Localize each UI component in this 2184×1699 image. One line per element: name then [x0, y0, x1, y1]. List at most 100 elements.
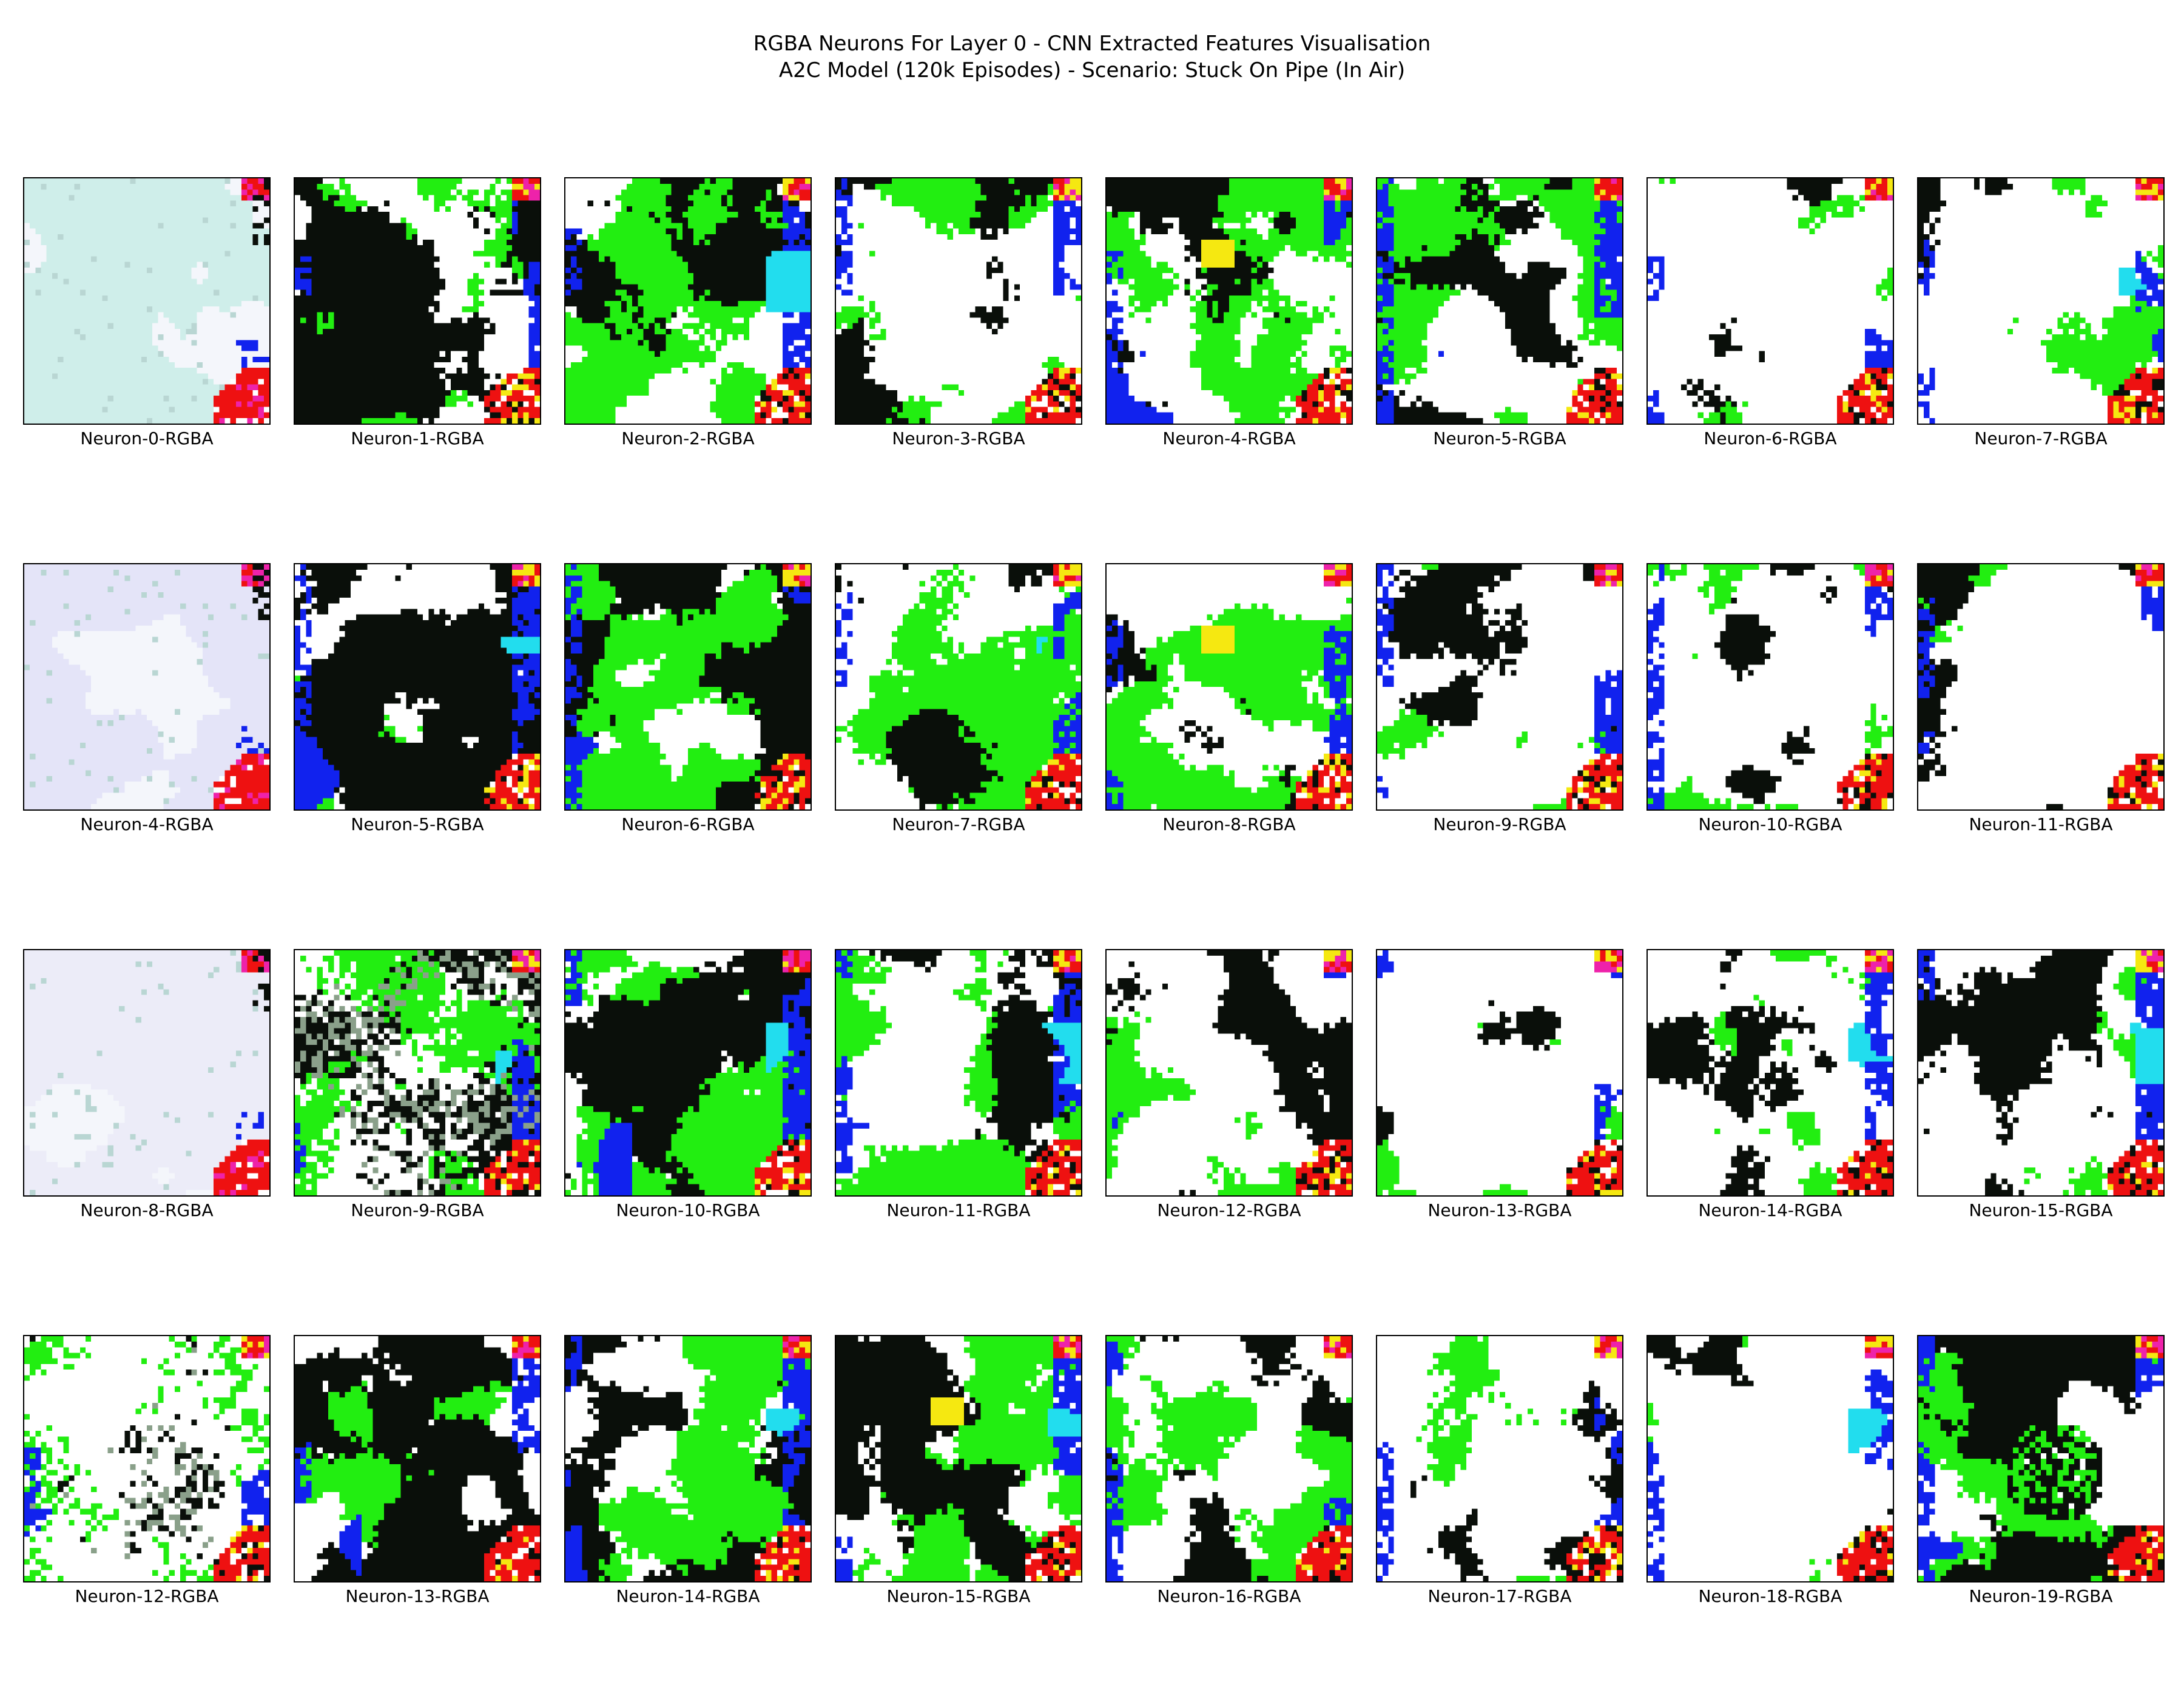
neuron-panel: Neuron-19-RGBA [1917, 1335, 2165, 1606]
neuron-panel: Neuron-17-RGBA [1376, 1335, 1623, 1606]
neuron-label: Neuron-19-RGBA [1969, 1586, 2113, 1606]
neuron-grid: Neuron-0-RGBA Neuron-1-RGBA Neuron-2-RGBA N… [23, 177, 2171, 1606]
neuron-feature-map [1105, 563, 1353, 811]
neuron-label: Neuron-5-RGBA [351, 814, 484, 834]
neuron-panel: Neuron-10-RGBA [564, 949, 812, 1220]
neuron-panel: Neuron-9-RGBA [294, 949, 541, 1220]
neuron-feature-map [1105, 949, 1353, 1197]
neuron-feature-map [564, 563, 812, 811]
neuron-label: Neuron-7-RGBA [1974, 428, 2108, 448]
neuron-feature-map [835, 1335, 1082, 1582]
neuron-panel: Neuron-0-RGBA [23, 177, 271, 448]
neuron-feature-map [835, 949, 1082, 1197]
neuron-feature-map [23, 177, 271, 425]
neuron-feature-map [1376, 177, 1623, 425]
figure-title: RGBA Neurons For Layer 0 - CNN Extracted… [0, 30, 2184, 84]
neuron-feature-map [564, 177, 812, 425]
neuron-feature-map [835, 563, 1082, 811]
neuron-panel: Neuron-15-RGBA [1917, 949, 2165, 1220]
neuron-panel: Neuron-11-RGBA [835, 949, 1082, 1220]
neuron-label: Neuron-4-RGBA [1162, 428, 1296, 448]
neuron-label: Neuron-7-RGBA [892, 814, 1025, 834]
neuron-panel: Neuron-8-RGBA [1105, 563, 1353, 834]
neuron-panel: Neuron-12-RGBA [1105, 949, 1353, 1220]
neuron-panel: Neuron-16-RGBA [1105, 1335, 1353, 1606]
neuron-panel: Neuron-4-RGBA [1105, 177, 1353, 448]
neuron-label: Neuron-6-RGBA [621, 814, 755, 834]
neuron-feature-map [23, 949, 271, 1197]
neuron-panel: Neuron-11-RGBA [1917, 563, 2165, 834]
neuron-label: Neuron-5-RGBA [1433, 428, 1566, 448]
neuron-feature-map [564, 1335, 812, 1582]
neuron-feature-map [1917, 949, 2165, 1197]
neuron-feature-map [1105, 1335, 1353, 1582]
neuron-label: Neuron-16-RGBA [1157, 1586, 1301, 1606]
neuron-panel: Neuron-12-RGBA [23, 1335, 271, 1606]
neuron-feature-map [1376, 563, 1623, 811]
neuron-panel: Neuron-2-RGBA [564, 177, 812, 448]
neuron-panel: Neuron-18-RGBA [1646, 1335, 1894, 1606]
neuron-panel: Neuron-6-RGBA [1646, 177, 1894, 448]
neuron-panel: Neuron-8-RGBA [23, 949, 271, 1220]
neuron-label: Neuron-0-RGBA [80, 428, 214, 448]
neuron-label: Neuron-9-RGBA [351, 1200, 484, 1220]
neuron-label: Neuron-14-RGBA [1698, 1200, 1842, 1220]
neuron-label: Neuron-17-RGBA [1427, 1586, 1572, 1606]
neuron-panel: Neuron-5-RGBA [294, 563, 541, 834]
neuron-label: Neuron-8-RGBA [80, 1200, 214, 1220]
neuron-feature-map [1646, 563, 1894, 811]
neuron-label: Neuron-12-RGBA [75, 1586, 219, 1606]
neuron-label: Neuron-10-RGBA [1698, 814, 1842, 834]
neuron-label: Neuron-4-RGBA [80, 814, 214, 834]
neuron-panel: Neuron-5-RGBA [1376, 177, 1623, 448]
neuron-label: Neuron-3-RGBA [892, 428, 1025, 448]
neuron-panel: Neuron-15-RGBA [835, 1335, 1082, 1606]
neuron-feature-map [1646, 949, 1894, 1197]
neuron-panel: Neuron-7-RGBA [1917, 177, 2165, 448]
title-line-2: A2C Model (120k Episodes) - Scenario: St… [778, 58, 1406, 83]
neuron-feature-map [1376, 949, 1623, 1197]
neuron-feature-map [23, 1335, 271, 1582]
neuron-label: Neuron-14-RGBA [616, 1586, 760, 1606]
neuron-label: Neuron-18-RGBA [1698, 1586, 1842, 1606]
neuron-feature-map [1646, 177, 1894, 425]
neuron-label: Neuron-11-RGBA [1969, 814, 2113, 834]
neuron-panel: Neuron-4-RGBA [23, 563, 271, 834]
neuron-feature-map [1917, 563, 2165, 811]
neuron-panel: Neuron-14-RGBA [1646, 949, 1894, 1220]
neuron-label: Neuron-2-RGBA [621, 428, 755, 448]
neuron-label: Neuron-13-RGBA [345, 1586, 490, 1606]
neuron-label: Neuron-12-RGBA [1157, 1200, 1301, 1220]
neuron-feature-map [1105, 177, 1353, 425]
neuron-panel: Neuron-13-RGBA [294, 1335, 541, 1606]
neuron-feature-map [835, 177, 1082, 425]
neuron-panel: Neuron-7-RGBA [835, 563, 1082, 834]
neuron-feature-map [294, 563, 541, 811]
neuron-feature-map [294, 1335, 541, 1582]
neuron-panel: Neuron-1-RGBA [294, 177, 541, 448]
neuron-panel: Neuron-6-RGBA [564, 563, 812, 834]
neuron-label: Neuron-15-RGBA [886, 1586, 1031, 1606]
neuron-panel: Neuron-10-RGBA [1646, 563, 1894, 834]
neuron-panel: Neuron-9-RGBA [1376, 563, 1623, 834]
neuron-panel: Neuron-3-RGBA [835, 177, 1082, 448]
neuron-feature-map [1646, 1335, 1894, 1582]
neuron-label: Neuron-11-RGBA [886, 1200, 1031, 1220]
neuron-label: Neuron-1-RGBA [351, 428, 484, 448]
neuron-feature-map [23, 563, 271, 811]
neuron-label: Neuron-15-RGBA [1969, 1200, 2113, 1220]
neuron-feature-map [564, 949, 812, 1197]
neuron-feature-map [1917, 1335, 2165, 1582]
neuron-feature-map [1917, 177, 2165, 425]
neuron-feature-map [294, 177, 541, 425]
neuron-label: Neuron-6-RGBA [1704, 428, 1837, 448]
neuron-label: Neuron-10-RGBA [616, 1200, 760, 1220]
neuron-label: Neuron-13-RGBA [1427, 1200, 1572, 1220]
neuron-panel: Neuron-13-RGBA [1376, 949, 1623, 1220]
neuron-label: Neuron-8-RGBA [1162, 814, 1296, 834]
neuron-feature-map [294, 949, 541, 1197]
neuron-panel: Neuron-14-RGBA [564, 1335, 812, 1606]
title-line-1: RGBA Neurons For Layer 0 - CNN Extracted… [753, 32, 1431, 56]
neuron-feature-map [1376, 1335, 1623, 1582]
neuron-label: Neuron-9-RGBA [1433, 814, 1566, 834]
